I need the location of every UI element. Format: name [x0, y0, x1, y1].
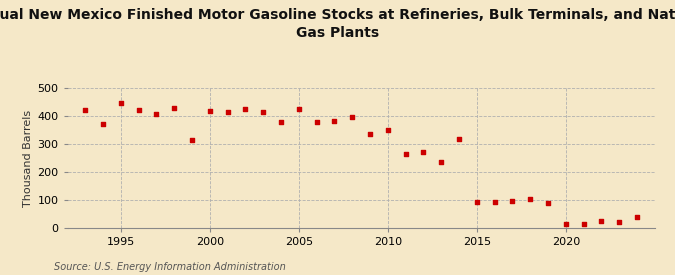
Point — [258, 110, 269, 114]
Point — [578, 222, 589, 227]
Text: Annual New Mexico Finished Motor Gasoline Stocks at Refineries, Bulk Terminals, : Annual New Mexico Finished Motor Gasolin… — [0, 8, 675, 40]
Point — [364, 132, 375, 136]
Point — [169, 105, 180, 110]
Point — [614, 220, 624, 224]
Point — [543, 200, 554, 205]
Point — [187, 138, 198, 142]
Point — [311, 119, 322, 124]
Point — [454, 137, 464, 141]
Point — [151, 112, 162, 116]
Point — [489, 199, 500, 204]
Point — [524, 197, 535, 201]
Point — [418, 150, 429, 154]
Point — [507, 199, 518, 203]
Point — [400, 152, 411, 157]
Point — [347, 115, 358, 120]
Point — [222, 110, 233, 114]
Text: Source: U.S. Energy Information Administration: Source: U.S. Energy Information Administ… — [54, 262, 286, 272]
Point — [436, 160, 447, 164]
Point — [596, 219, 607, 223]
Y-axis label: Thousand Barrels: Thousand Barrels — [23, 109, 33, 207]
Point — [275, 120, 286, 124]
Point — [115, 101, 126, 105]
Point — [240, 107, 251, 111]
Point — [205, 109, 215, 113]
Point — [80, 108, 90, 113]
Point — [329, 119, 340, 123]
Point — [560, 222, 571, 227]
Point — [133, 108, 144, 113]
Point — [471, 199, 482, 204]
Point — [98, 122, 109, 126]
Point — [294, 106, 304, 111]
Point — [383, 128, 394, 132]
Point — [632, 215, 643, 219]
